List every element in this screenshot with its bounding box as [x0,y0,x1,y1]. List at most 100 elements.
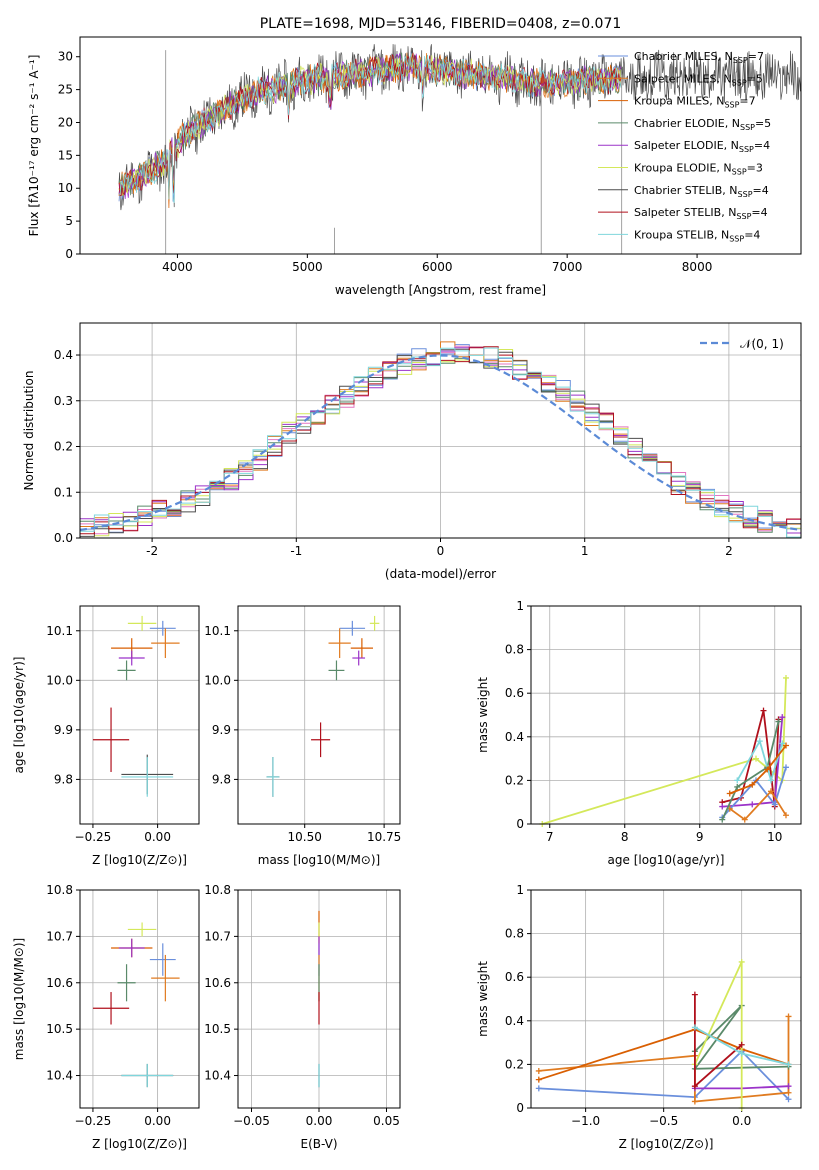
y-axis-label: mass weight [476,677,490,753]
y-axis-label: Normed distribution [22,371,36,491]
y-tick-label: 0.1 [54,485,73,499]
legend-label: Salpeter MILES, NSSP=5 [634,72,763,87]
x-tick-label: -2 [146,544,158,558]
x-tick-label: 6000 [422,260,453,274]
axes-frame [530,889,802,1109]
weight-marker [779,740,786,747]
x-tick-label: 10.50 [288,830,322,844]
legend-label: Chabrier STELIB, NSSP=4 [634,184,769,199]
weight-marker [768,788,774,795]
weight-marker [785,1083,792,1090]
y-tick-label: 10.1 [46,624,73,638]
weight-marker [535,1076,542,1083]
y-tick-label: 10 [58,181,73,195]
legend-label: Chabrier MILES, NSSP=7 [634,50,764,65]
y-tick-label: 9.8 [54,772,73,786]
x-tick-label: 10 [767,830,782,844]
weight-series-5 [721,721,780,820]
x-tick-label: 7000 [552,260,583,274]
normal-curve [80,354,801,532]
weight-marker [738,958,745,965]
y-tick-label: 10.0 [204,673,231,687]
weight-marker [738,1041,745,1048]
weight-marker [756,738,763,745]
y-axis-label: age [log10(age/yr)] [12,657,26,774]
y-tick-label: 10.8 [46,883,73,897]
y-tick-label: 0.6 [505,970,524,984]
y-tick-label: 0.6 [505,686,524,700]
y-tick-label: 0.8 [505,643,524,657]
axes-frame [79,36,802,255]
legend-label: Kroupa MILES, NSSP=7 [634,95,756,110]
x-tick-label: −0.05 [233,1114,270,1128]
spectrum-series-8 [118,54,622,203]
y-tick-label: 5 [65,214,73,228]
y-tick-label: 0 [516,817,524,831]
axes-panel-4 [527,605,801,828]
x-tick-label: 1 [581,544,589,558]
x-axis-label: Z [log10(Z/Z⊙)] [92,853,187,867]
weight-marker [771,801,778,808]
y-tick-label: 10.6 [46,976,73,990]
weight-marker [785,1061,792,1068]
y-axis-label: mass weight [476,961,490,1037]
spectrum-lines [118,44,801,254]
x-tick-label: 4000 [162,260,193,274]
weight-marker [691,1083,698,1090]
y-tick-label: 0.4 [505,730,524,744]
weight-series-7 [729,744,787,795]
y-tick-label: 0.2 [54,440,73,454]
x-tick-label: 2 [725,544,733,558]
weight-marker [783,742,789,749]
y-tick-label: 0.2 [505,1057,524,1071]
weight-marker [535,1067,542,1074]
x-tick-label: 5000 [292,260,323,274]
y-tick-label: 9.8 [212,772,231,786]
weight-marker [749,781,756,788]
y-tick-label: 9.9 [212,723,231,737]
weight-marker [783,764,789,771]
y-tick-label: 10.7 [46,929,73,943]
y-tick-label: 0.0 [54,531,73,545]
weight-series-3 [721,767,787,819]
legend-label: 𝒩(0, 1) [740,337,784,351]
y-tick-label: 15 [58,148,73,162]
weight-marker [741,816,748,823]
weight-marker [734,783,741,790]
weight-series-2 [538,1028,789,1081]
legend-label: Salpeter STELIB, NSSP=4 [634,206,768,221]
x-axis-label: mass [log10(M/M⊙)] [258,853,380,867]
axes-panel-2 [76,606,199,828]
x-axis-label: E(B-V) [300,1137,337,1151]
x-tick-label: −0.25 [75,830,112,844]
weight-marker [783,674,789,681]
y-tick-label: 1 [516,599,524,613]
y-tick-label: 10.1 [204,624,231,638]
weight-marker [691,1098,698,1105]
weight-marker [775,718,782,725]
weight-marker [691,1024,698,1031]
y-tick-label: 10.4 [46,1069,73,1083]
x-axis-label: Z [log10(Z/Z⊙)] [92,1137,187,1151]
axes-panel-7 [527,889,801,1112]
y-tick-label: 9.9 [54,723,73,737]
histogram-series-8 [80,347,801,538]
weight-marker [719,803,726,810]
y-tick-label: 0.8 [505,927,524,941]
axes-frame [79,322,802,539]
weight-marker [760,707,767,714]
weight-marker [719,816,726,823]
x-tick-label: −1.0 [571,1114,600,1128]
spectrum-series-6 [118,44,801,211]
x-tick-label: −0.5 [649,1114,678,1128]
y-tick-label: 0 [516,1101,524,1115]
weight-series-4 [729,789,787,821]
axes-frame [79,605,200,825]
legend-label: Chabrier ELODIE, NSSP=5 [634,117,771,132]
weight-marker [779,714,786,721]
y-tick-label: 0.4 [505,1014,524,1028]
axes-frame [79,889,200,1109]
weight-marker [764,766,771,773]
x-tick-label: −0.25 [75,1114,112,1128]
